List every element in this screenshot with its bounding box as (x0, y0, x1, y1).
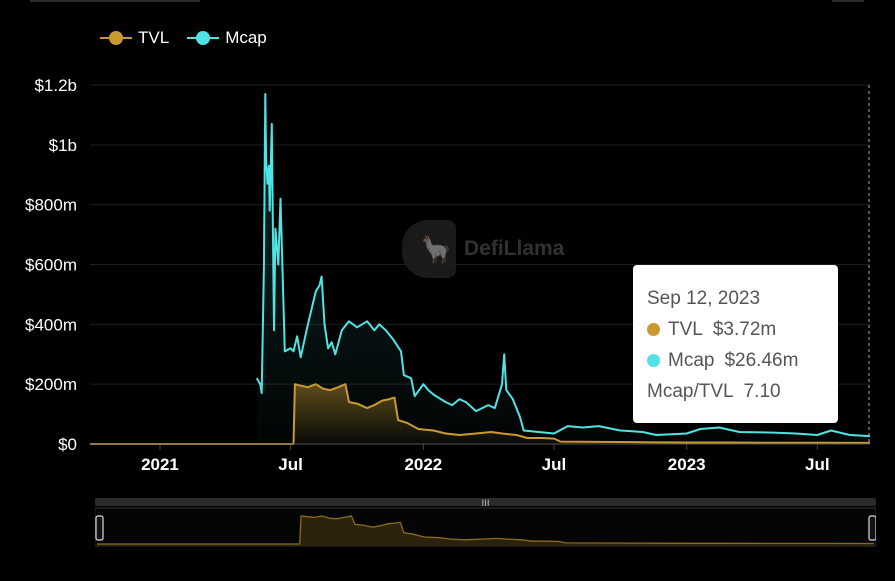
tvl-dot-icon (647, 323, 660, 336)
tvl-legend-icon (100, 31, 132, 45)
x-tick-label: 2022 (404, 455, 442, 474)
tooltip-tvl-label: TVL (668, 319, 703, 340)
x-tick-label: Jul (542, 455, 567, 474)
scroll-top-edge-right (832, 0, 864, 2)
scroll-top-edge-left (30, 0, 200, 2)
mcap-legend-icon (187, 31, 220, 45)
x-tick-label: Jul (805, 455, 830, 474)
tooltip-ratio-value: 7.10 (743, 381, 781, 402)
tooltip-ratio-label: Mcap/TVL (647, 381, 734, 402)
tooltip-mcap-label: Mcap (668, 350, 715, 371)
x-tick-label: Jul (278, 455, 303, 474)
tooltip-row-ratio: Mcap/TVL 7.10 (647, 376, 824, 407)
y-tick-label: $200m (25, 375, 77, 394)
tooltip-mcap-value: $26.46m (724, 350, 799, 371)
tooltip-row-mcap: Mcap $26.46m (647, 345, 824, 376)
slider-right-handle[interactable] (868, 515, 876, 541)
slider-tvl-area (97, 516, 874, 546)
slider-left-handle[interactable] (95, 515, 104, 541)
legend: TVL Mcap (100, 28, 267, 48)
defillama-logo-icon: 🦙 (402, 220, 456, 278)
tooltip-tvl-value: $3.72m (712, 319, 777, 340)
range-slider[interactable]: III (95, 498, 876, 548)
legend-label-tvl: TVL (138, 28, 170, 47)
legend-label-mcap: Mcap (225, 28, 267, 47)
legend-item-tvl[interactable]: TVL (100, 28, 169, 48)
y-tick-label: $0 (58, 435, 77, 454)
y-tick-label: $400m (25, 315, 77, 334)
y-tick-label: $1b (49, 136, 77, 155)
tooltip-row-tvl: TVL $3.72m (647, 314, 824, 345)
y-tick-label: $1.2b (34, 76, 77, 95)
slider-track-top (95, 498, 876, 506)
x-tick-label: 2021 (141, 455, 179, 474)
watermark-text: DefiLlama (464, 237, 565, 260)
x-tick-label: 2023 (668, 455, 706, 474)
tooltip-date: Sep 12, 2023 (647, 288, 761, 309)
y-tick-label: $800m (25, 196, 77, 215)
slider-grip-icon: III (482, 499, 490, 509)
defillama-watermark: 🦙 DefiLlama (402, 220, 564, 278)
tvl-line (90, 383, 871, 445)
slider-tvl-line (97, 515, 875, 545)
chart-tooltip: Sep 12, 2023 TVL $3.72m Mcap $26.46m Mca… (633, 265, 838, 423)
mcap-line (255, 93, 871, 438)
mcap-dot-icon (647, 354, 660, 367)
y-tick-label: $600m (25, 256, 77, 275)
legend-item-mcap[interactable]: Mcap (187, 28, 267, 48)
